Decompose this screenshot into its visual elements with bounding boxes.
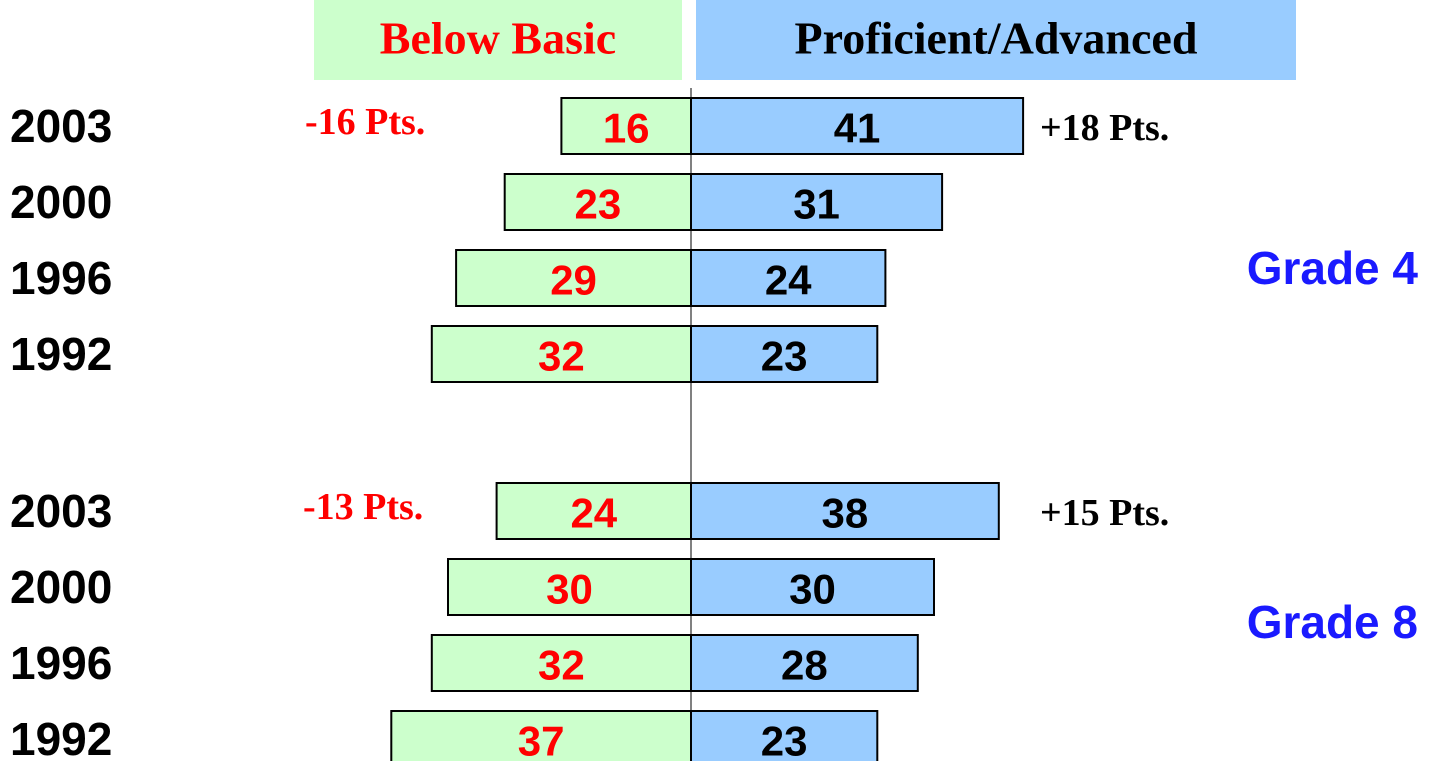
legend-label: Proficient/Advanced (795, 13, 1198, 64)
value-label: 23 (574, 181, 621, 228)
value-label: 23 (761, 718, 808, 761)
row-label: 2003 (10, 485, 112, 537)
row-label: 2003 (10, 100, 112, 152)
value-label: 30 (789, 566, 836, 613)
row-label: 1996 (10, 252, 112, 304)
bar (690, 558, 935, 616)
value-label: 24 (570, 490, 617, 537)
bar (455, 249, 692, 307)
annotation: +18 Pts. (1040, 107, 1169, 149)
legend-swatch (696, 0, 1296, 80)
value-label: 32 (538, 333, 585, 380)
bar (430, 634, 692, 692)
legend-swatch (314, 0, 682, 80)
row-label: 2000 (10, 561, 112, 613)
annotation: -13 Pts. (303, 486, 423, 528)
bar (690, 173, 944, 231)
legend-label: Below Basic (380, 13, 616, 64)
value-label: 31 (793, 181, 840, 228)
bar (447, 558, 692, 616)
row-label: 2000 (10, 176, 112, 228)
row-label: 1996 (10, 637, 112, 689)
bar (690, 710, 879, 761)
bar (690, 482, 1000, 540)
value-label: 41 (834, 105, 881, 152)
value-label: 30 (546, 566, 593, 613)
value-label: 37 (518, 718, 565, 761)
panel-label: Grade 8 (1247, 596, 1418, 648)
bar (430, 325, 692, 383)
value-label: 32 (538, 642, 585, 689)
panel-label: Grade 4 (1247, 242, 1419, 294)
bar (690, 634, 919, 692)
bar (690, 325, 879, 383)
row-label: 1992 (10, 713, 112, 761)
bar (560, 97, 693, 155)
annotation: +15 Pts. (1040, 492, 1169, 534)
bar (690, 249, 887, 307)
annotation: -16 Pts. (305, 101, 425, 143)
value-label: 24 (765, 257, 812, 304)
value-label: 23 (761, 333, 808, 380)
value-label: 38 (822, 490, 869, 537)
row-label: 1992 (10, 328, 112, 380)
value-label: 16 (603, 105, 650, 152)
value-label: 29 (550, 257, 597, 304)
bar (495, 482, 692, 540)
value-label: 28 (781, 642, 828, 689)
